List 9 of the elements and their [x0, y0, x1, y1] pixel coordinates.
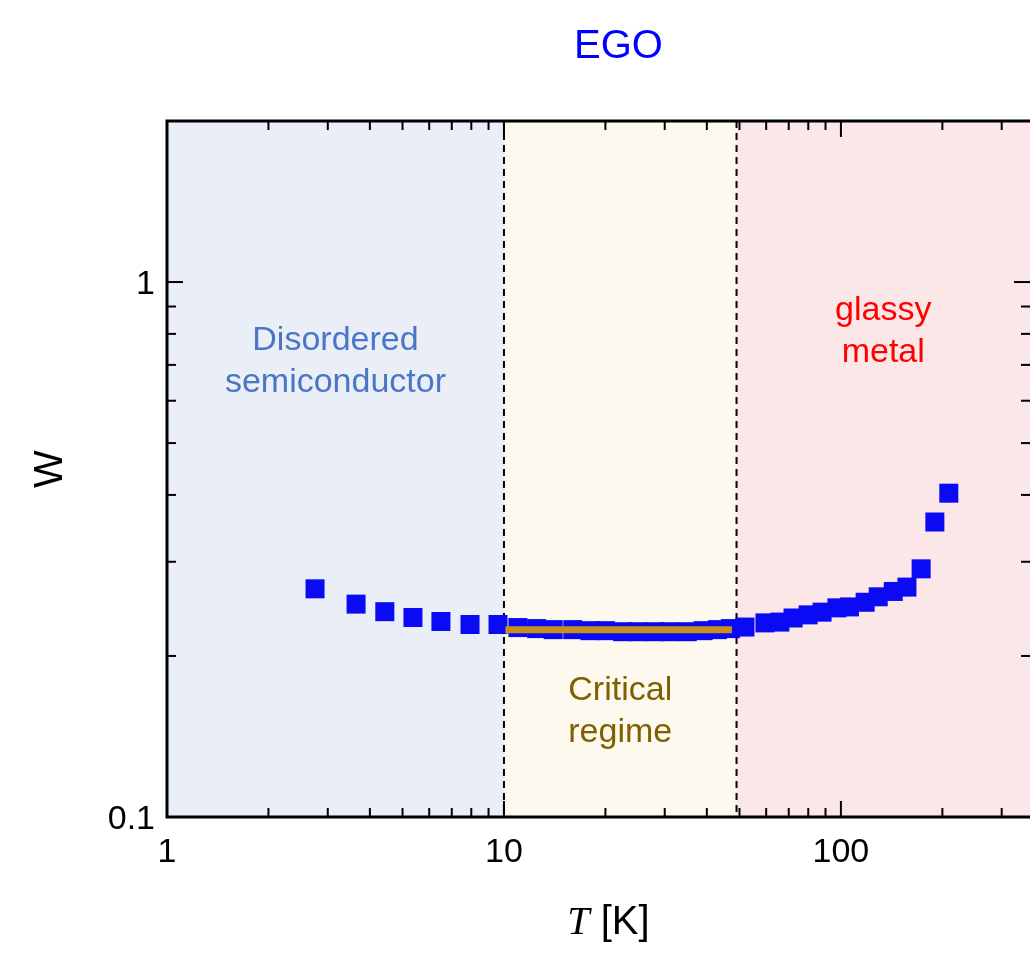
x-axis-title: T [K]	[567, 898, 650, 943]
y-axis-title: W	[26, 449, 70, 488]
band-label: Critical regime	[568, 669, 673, 749]
band-label: glassy metal	[835, 289, 932, 369]
y-tick-label: 0.1	[107, 798, 155, 836]
x-tick-label: 100	[812, 831, 870, 869]
chart-title: EGO	[574, 22, 663, 66]
band-label: Disordered semiconductor	[224, 319, 447, 399]
x-tick-label: 10	[485, 831, 523, 869]
